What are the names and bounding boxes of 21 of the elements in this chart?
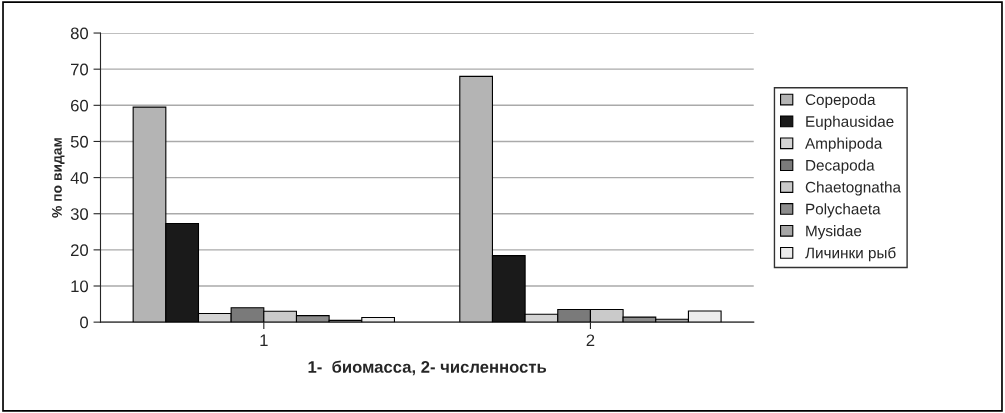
y-tick-label: 70	[71, 63, 89, 76]
legend-label: Euphausidae	[806, 115, 894, 130]
y-tick-label: 30	[70, 208, 89, 220]
legend-label: Polychaeta	[806, 203, 881, 218]
x-axis-title: 1- биомасса, 2- численность	[308, 360, 547, 376]
legend-label: Decapoda	[806, 159, 875, 174]
x-tick-label: 2	[586, 334, 595, 347]
y-axis-title: % по видам	[52, 138, 65, 218]
y-tick-label: 40	[70, 171, 89, 184]
legend-label: Личинки рыб	[805, 246, 896, 262]
y-tick-label: 20	[71, 244, 89, 257]
legend-label: Amphipoda	[805, 137, 883, 152]
y-tick-label: 0	[80, 316, 89, 329]
legend-label: Copepoda	[805, 93, 876, 109]
y-tick-label: 60	[71, 99, 89, 112]
x-tick-label: 1	[260, 334, 268, 347]
legend-label: Chaetognatha	[805, 181, 901, 196]
y-tick-label: 10	[71, 280, 89, 293]
y-tick-label: 80	[70, 27, 89, 40]
y-tick-label: 50	[70, 135, 89, 148]
legend-label: Mysidae	[806, 225, 862, 240]
